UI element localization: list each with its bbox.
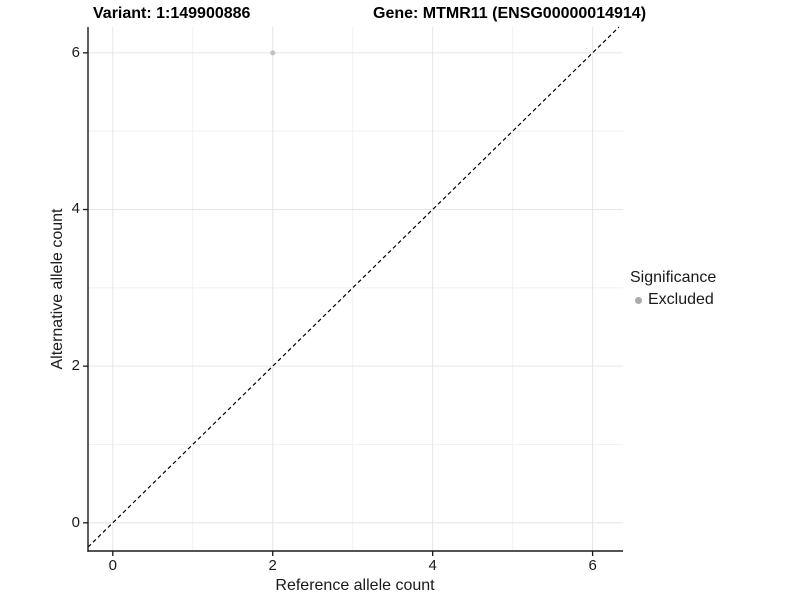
legend-key-dot-icon xyxy=(635,296,642,304)
x-tick-label: 6 xyxy=(588,557,597,574)
y-tick-label: 4 xyxy=(71,200,80,218)
legend-item-excluded: Excluded xyxy=(630,291,716,309)
legend-title: Significance xyxy=(630,269,717,286)
x-tick-label: 2 xyxy=(268,557,277,574)
y-tick-label: 2 xyxy=(71,357,80,375)
y-tick-label: 6 xyxy=(71,43,80,61)
gene-title: Gene: MTMR11 (ENSG00000014914) xyxy=(373,5,647,22)
legend: Significance Excluded xyxy=(630,269,716,309)
x-axis-title: Reference allele count xyxy=(275,577,435,594)
identity-dashed-line xyxy=(87,26,620,548)
data-point xyxy=(270,50,276,56)
legend-item-label: Excluded xyxy=(648,291,714,308)
x-tick-label: 0 xyxy=(108,557,117,574)
x-tick-label: 4 xyxy=(428,557,437,574)
variant-title: Variant: 1:149900886 xyxy=(93,5,251,22)
y-tick-label: 0 xyxy=(71,513,80,531)
y-axis-title: Alternative allele count xyxy=(49,208,66,370)
